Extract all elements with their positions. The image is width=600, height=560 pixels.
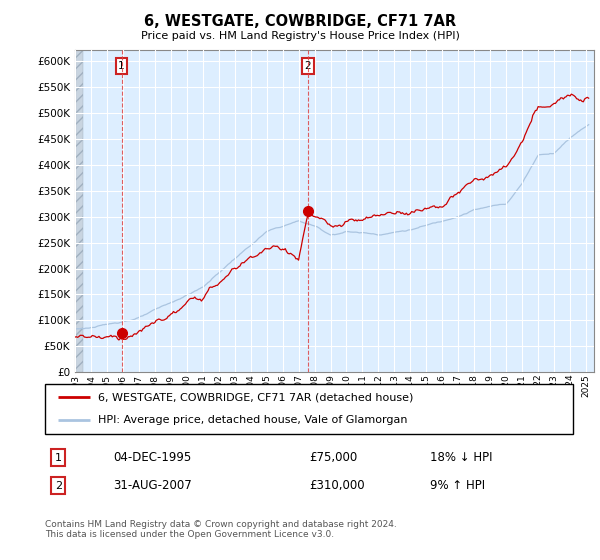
Text: 1: 1	[55, 453, 62, 463]
FancyBboxPatch shape	[45, 384, 573, 434]
Text: HPI: Average price, detached house, Vale of Glamorgan: HPI: Average price, detached house, Vale…	[98, 416, 407, 426]
Text: 31-AUG-2007: 31-AUG-2007	[113, 479, 193, 492]
Text: 6, WESTGATE, COWBRIDGE, CF71 7AR: 6, WESTGATE, COWBRIDGE, CF71 7AR	[144, 14, 456, 29]
Text: 9% ↑ HPI: 9% ↑ HPI	[430, 479, 485, 492]
Text: 2: 2	[55, 481, 62, 491]
Text: 2: 2	[305, 61, 311, 71]
Text: £75,000: £75,000	[309, 451, 357, 464]
Text: £310,000: £310,000	[309, 479, 365, 492]
Text: Price paid vs. HM Land Registry's House Price Index (HPI): Price paid vs. HM Land Registry's House …	[140, 31, 460, 41]
Text: 6, WESTGATE, COWBRIDGE, CF71 7AR (detached house): 6, WESTGATE, COWBRIDGE, CF71 7AR (detach…	[98, 392, 413, 402]
Text: 18% ↓ HPI: 18% ↓ HPI	[430, 451, 493, 464]
Text: 04-DEC-1995: 04-DEC-1995	[113, 451, 192, 464]
Text: 1: 1	[118, 61, 125, 71]
Polygon shape	[75, 50, 83, 372]
Text: Contains HM Land Registry data © Crown copyright and database right 2024.
This d: Contains HM Land Registry data © Crown c…	[45, 520, 397, 539]
